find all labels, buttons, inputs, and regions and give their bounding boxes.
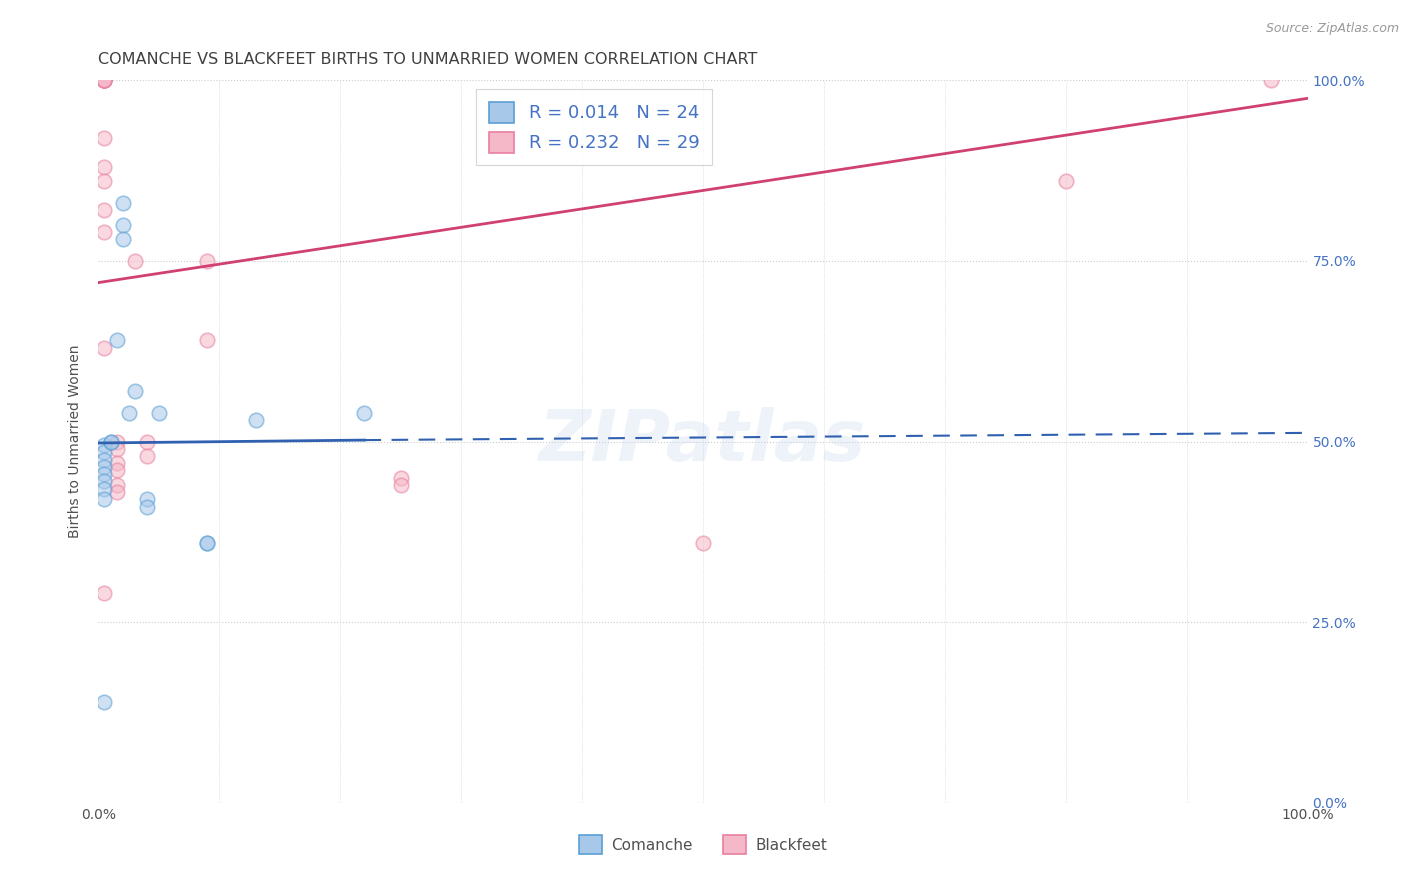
Point (105, 456, 128, 470)
Point (1260, 73, 1282, 87)
Point (389, 478, 412, 492)
Y-axis label: Births to Unmarried Women: Births to Unmarried Women (69, 345, 83, 538)
Point (93, 174, 115, 188)
Point (93, 73, 115, 87)
Point (93, 438, 115, 452)
Point (100, 434, 122, 449)
Point (105, 463, 128, 477)
Text: ZIPatlas: ZIPatlas (540, 407, 866, 476)
Point (135, 434, 157, 449)
Point (135, 449, 157, 463)
Point (135, 492, 157, 507)
Point (93, 586, 115, 600)
Text: COMANCHE VS BLACKFEET BIRTHS TO UNMARRIED WOMEN CORRELATION CHART: COMANCHE VS BLACKFEET BIRTHS TO UNMARRIE… (98, 52, 758, 67)
Point (124, 384, 146, 398)
Point (105, 442, 128, 456)
Point (124, 253, 146, 268)
Point (93, 459, 115, 474)
Point (111, 218, 134, 232)
Point (93, 225, 115, 239)
Point (93, 73, 115, 87)
Point (105, 478, 128, 492)
Point (105, 334, 128, 348)
Text: Source: ZipAtlas.com: Source: ZipAtlas.com (1265, 22, 1399, 36)
Point (1054, 174, 1077, 188)
Point (93, 452, 115, 467)
Point (93, 131, 115, 145)
Legend: Comanche, Blackfeet: Comanche, Blackfeet (572, 830, 834, 860)
Point (148, 406, 170, 420)
Point (93, 160, 115, 174)
Point (93, 341, 115, 355)
Point (93, 475, 115, 489)
Point (93, 482, 115, 496)
Point (93, 73, 115, 87)
Point (353, 406, 375, 420)
Point (93, 73, 115, 87)
Point (195, 334, 218, 348)
Point (105, 434, 128, 449)
Point (195, 535, 218, 549)
Point (93, 203, 115, 218)
Point (692, 535, 714, 549)
Point (100, 434, 122, 449)
Point (195, 253, 218, 268)
Point (111, 196, 134, 211)
Point (93, 695, 115, 709)
Point (118, 406, 141, 420)
Point (389, 470, 412, 484)
Point (93, 467, 115, 481)
Point (111, 232, 134, 246)
Point (195, 535, 218, 549)
Point (105, 485, 128, 500)
Point (135, 500, 157, 514)
Point (93, 445, 115, 459)
Point (93, 73, 115, 87)
Point (93, 492, 115, 507)
Point (245, 413, 267, 427)
Point (93, 73, 115, 87)
